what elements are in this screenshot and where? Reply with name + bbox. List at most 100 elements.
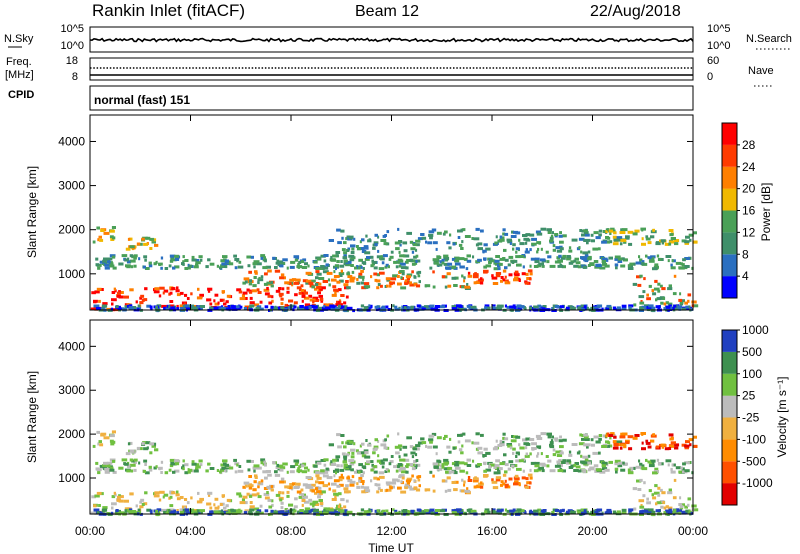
- power-cell: [196, 259, 200, 262]
- velocity-cell: [249, 501, 253, 504]
- power-cell: [357, 266, 361, 270]
- power-cell: [339, 274, 343, 277]
- power-cell: [338, 303, 343, 307]
- power-cell: [621, 228, 628, 232]
- velocity-cell: [168, 468, 172, 472]
- power-cell: [265, 265, 271, 269]
- velocity-cell: [413, 479, 416, 483]
- power-cell: [377, 249, 380, 253]
- power-cell: [349, 279, 355, 283]
- power-cell: [409, 283, 415, 287]
- power-cell: [111, 226, 116, 229]
- power-cell: [512, 247, 515, 251]
- velocity-cell: [559, 509, 565, 513]
- power-cell: [260, 256, 264, 260]
- velocity-cell: [371, 463, 374, 467]
- velocity-cell: [601, 445, 607, 448]
- velocity-cell: [223, 506, 227, 510]
- power-cell: [585, 238, 591, 242]
- velocity-cell: [236, 463, 239, 467]
- velocity-cell: [639, 462, 643, 466]
- power-cell: [575, 261, 581, 265]
- velocity-cell: [495, 478, 501, 482]
- power-cell: [346, 306, 353, 310]
- power-cell: [316, 285, 322, 289]
- velocity-cell: [424, 509, 429, 513]
- velocity-cell: [483, 447, 488, 451]
- velocity-cell: [235, 511, 241, 514]
- power-cell: [338, 272, 345, 276]
- power-cell: [619, 231, 626, 234]
- power-cell: [332, 285, 337, 289]
- power-cell: [665, 305, 671, 309]
- velocity-cell: [322, 474, 329, 478]
- power-cell: [270, 284, 274, 288]
- velocity-cell: [678, 511, 682, 515]
- velocity-cell: [299, 511, 305, 514]
- power-cell: [191, 255, 195, 259]
- velocity-cell: [502, 432, 506, 436]
- velocity-cell: [249, 505, 255, 509]
- power-cell: [461, 240, 464, 244]
- power-cell: [154, 287, 160, 291]
- power-cell: [227, 305, 232, 308]
- velocity-cell: [308, 510, 312, 514]
- velocity-cell: [176, 497, 181, 501]
- velocity-cell: [432, 462, 439, 466]
- power-cell: [541, 264, 545, 268]
- power-cell: [404, 282, 408, 285]
- colorbar-segment: [722, 166, 737, 189]
- velocity-cell: [373, 476, 378, 480]
- velocity-cell: [163, 510, 168, 514]
- velocity-cell: [448, 450, 452, 454]
- power-cell: [428, 233, 434, 237]
- power-cell: [483, 243, 488, 247]
- velocity-cell: [111, 430, 116, 434]
- velocity-cell: [283, 480, 286, 484]
- power-cell: [191, 258, 197, 262]
- velocity-cell: [534, 461, 540, 465]
- velocity-cell: [399, 447, 402, 451]
- velocity-cell: [310, 483, 316, 487]
- power-cell: [280, 273, 285, 277]
- power-cell: [297, 262, 300, 266]
- velocity-cell: [503, 453, 507, 457]
- power-cell: [483, 265, 487, 269]
- velocity-cell: [606, 508, 612, 512]
- velocity-cell: [300, 464, 305, 468]
- power-cell: [510, 235, 517, 238]
- power-cell: [408, 281, 412, 285]
- velocity-cell: [446, 445, 451, 449]
- velocity-cell: [602, 461, 608, 465]
- velocity-cell: [628, 510, 632, 514]
- power-cell: [687, 299, 690, 303]
- power-cell: [581, 229, 585, 233]
- power-cell: [408, 306, 411, 310]
- power-cell: [184, 267, 189, 270]
- velocity-cell: [160, 471, 163, 474]
- velocity-cell: [348, 440, 353, 444]
- velocity-cell: [318, 510, 322, 514]
- velocity-cell: [466, 487, 469, 491]
- velocity-cell: [92, 444, 96, 448]
- velocity-cell: [385, 481, 391, 485]
- time-tick-label: 00:00: [678, 524, 708, 538]
- velocity-cell: [372, 451, 376, 455]
- power-cell: [565, 306, 570, 310]
- power-cell: [252, 262, 258, 266]
- power-cell: [691, 300, 697, 304]
- power-cell: [197, 287, 200, 291]
- velocity-cell: [531, 442, 537, 446]
- power-cell: [124, 258, 129, 262]
- power-cell: [400, 266, 407, 270]
- power-cell: [253, 260, 260, 264]
- velocity-cell: [96, 430, 100, 434]
- velocity-cell: [673, 508, 677, 512]
- velocity-cell: [472, 459, 475, 463]
- power-cell: [685, 305, 689, 309]
- velocity-cell: [540, 432, 547, 436]
- power-cell: [554, 305, 559, 308]
- power-cell: [627, 230, 634, 234]
- power-cell: [504, 304, 507, 308]
- power-cell: [263, 256, 266, 260]
